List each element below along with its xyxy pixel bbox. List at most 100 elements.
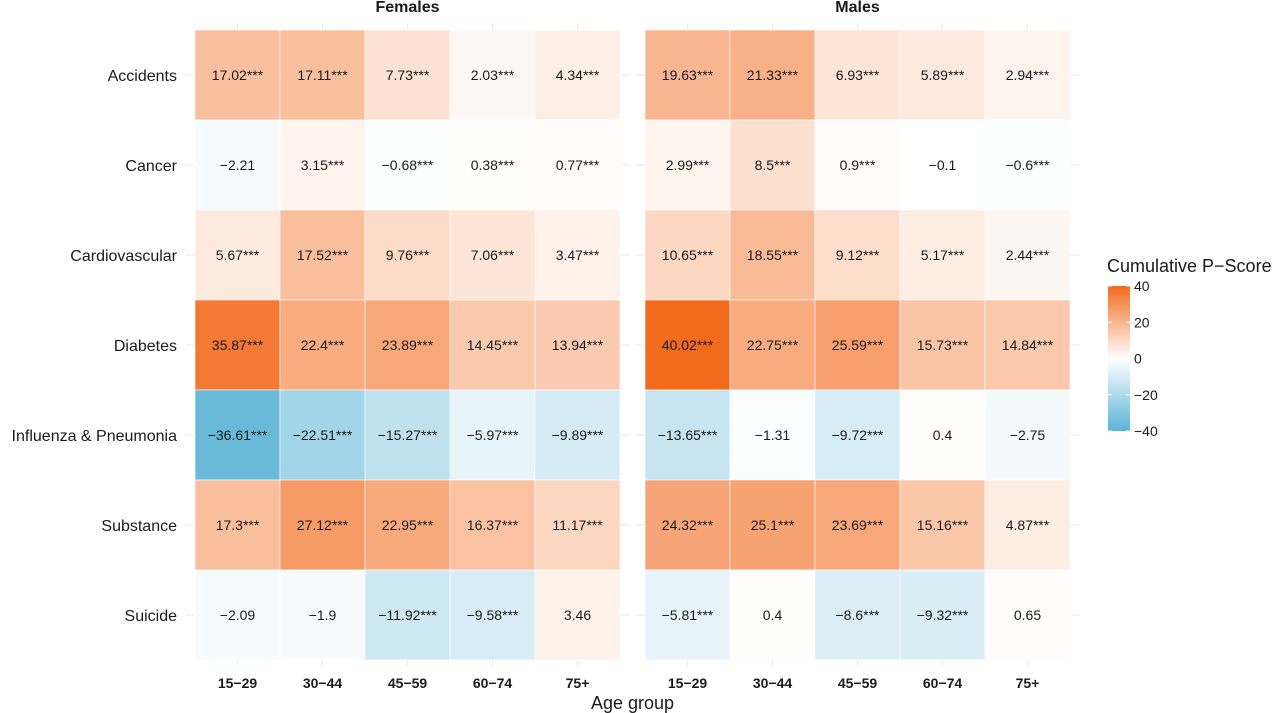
cell-value-label: 8.5***: [755, 157, 791, 173]
cell-value-label: 9.76***: [386, 247, 430, 263]
heatmap-cell: [984, 209, 1071, 301]
cell-value-label: 23.89***: [382, 337, 434, 353]
heatmap-cell: [899, 389, 986, 481]
cell-value-label: 3.15***: [301, 157, 345, 173]
x-axis-title: Age group: [591, 693, 674, 713]
heatmap-cell: [364, 119, 451, 211]
cell-value-label: −13.65***: [658, 427, 718, 443]
heatmap-cell: [534, 119, 621, 211]
legend-tick-label: 40: [1134, 278, 1150, 294]
cell-value-label: 25.59***: [832, 337, 884, 353]
cell-value-label: −2.75: [1010, 427, 1046, 443]
y-tick-label: Accidents: [108, 68, 177, 85]
cell-value-label: 22.4***: [301, 337, 345, 353]
axes: Females 15−29 30−44 45−59 60−74 75+ Males 15−29…: [12, 0, 1040, 713]
cell-value-label: 3.47***: [556, 247, 600, 263]
x-tick-label: 75+: [566, 675, 590, 691]
heatmap-cell: [194, 119, 281, 211]
facet-title: Females: [375, 0, 439, 16]
heatmap-cells: [194, 29, 1071, 661]
heatmap-cell: [984, 479, 1071, 571]
heatmap-cell: [984, 569, 1071, 661]
heatmap-cell: [899, 119, 986, 211]
heatmap-cell: [364, 479, 451, 571]
heatmap-cell: [194, 569, 281, 661]
x-tick-label: 30−44: [753, 675, 793, 691]
y-tick-label: Cancer: [125, 158, 177, 175]
cell-value-label: 11.17***: [552, 517, 603, 533]
heatmap-cell: [449, 209, 536, 301]
cell-value-label: −9.32***: [917, 607, 969, 623]
cell-value-label: 17.3***: [216, 517, 260, 533]
cell-value-label: 2.99***: [666, 157, 710, 173]
x-tick-label: 30−44: [303, 675, 343, 691]
x-tick-label: 75+: [1016, 675, 1040, 691]
cell-value-label: 19.63***: [662, 67, 714, 83]
legend: Cumulative P−Score 40 20 0 −20 −40: [1107, 256, 1272, 439]
cell-value-label: 16.37***: [467, 517, 519, 533]
cell-value-label: 5.17***: [921, 247, 965, 263]
x-tick-label: 60−74: [923, 675, 963, 691]
cell-value-label: −9.58***: [467, 607, 519, 623]
y-tick-label: Influenza & Pneumonia: [12, 428, 178, 445]
heatmap-cell: [729, 479, 816, 571]
heatmap-cell: [449, 479, 536, 571]
heatmap-cell: [534, 29, 621, 121]
cell-value-label: 14.84***: [1002, 337, 1054, 353]
heatmap-cell: [364, 299, 451, 391]
cell-value-label: 10.65***: [662, 247, 714, 263]
cell-value-label: 3.46: [564, 607, 591, 623]
heatmap-cell: [729, 299, 816, 391]
heatmap-cell: [534, 569, 621, 661]
y-tick-label: Suicide: [125, 608, 178, 625]
cell-value-label: 35.87***: [212, 337, 264, 353]
heatmap-cell: [729, 389, 816, 481]
cell-value-label: −1.31: [755, 427, 791, 443]
heatmap-cell: [279, 299, 366, 391]
heatmap-cell: [899, 479, 986, 571]
cell-value-label: 2.94***: [1006, 67, 1050, 83]
heatmap-cell: [279, 209, 366, 301]
heatmap-cell: [899, 29, 986, 121]
cell-value-label: 5.89***: [921, 67, 965, 83]
cell-value-label: 0.4: [763, 607, 783, 623]
heatmap-cell: [449, 389, 536, 481]
heatmap-cell: [814, 389, 901, 481]
cell-value-label: −0.1: [929, 157, 957, 173]
cell-value-label: 22.75***: [747, 337, 799, 353]
cell-value-label: 7.73***: [386, 67, 430, 83]
cell-value-label: 15.73***: [917, 337, 969, 353]
x-tick-label: 45−59: [388, 675, 428, 691]
cell-value-label: −15.27***: [378, 427, 438, 443]
cell-value-label: 24.32***: [662, 517, 714, 533]
heatmap-cell: [729, 209, 816, 301]
cell-value-label: −22.51***: [293, 427, 353, 443]
cell-value-label: 22.95***: [382, 517, 434, 533]
x-tick-label: 15−29: [218, 675, 258, 691]
heatmap-cell: [814, 29, 901, 121]
heatmap-cell: [729, 119, 816, 211]
heatmap-cell: [279, 119, 366, 211]
x-tick-label: 45−59: [838, 675, 878, 691]
cell-value-label: −5.97***: [467, 427, 519, 443]
cell-value-label: 0.4: [933, 427, 953, 443]
cell-value-label: 17.52***: [297, 247, 349, 263]
cell-value-label: −9.72***: [832, 427, 884, 443]
heatmap-cell: [449, 29, 536, 121]
cell-value-label: 4.34***: [556, 67, 600, 83]
heatmap-cell: [449, 299, 536, 391]
cell-value-label: −36.61***: [208, 427, 268, 443]
heatmap-cell: [814, 209, 901, 301]
heatmap-cell: [194, 479, 281, 571]
heatmap-cell: [644, 299, 731, 391]
cell-value-label: −1.9: [309, 607, 337, 623]
cell-value-label: −9.89***: [552, 427, 604, 443]
heatmap-cell: [364, 569, 451, 661]
heatmap-cell: [814, 299, 901, 391]
cell-value-label: 6.93***: [836, 67, 880, 83]
heatmap-cell: [534, 389, 621, 481]
legend-title: Cumulative P−Score: [1107, 256, 1272, 276]
heatmap-cell: [279, 569, 366, 661]
cell-value-label: 27.12***: [297, 517, 349, 533]
